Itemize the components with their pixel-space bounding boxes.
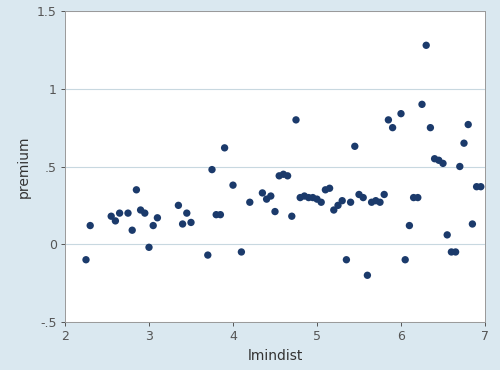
Point [112,218,120,224]
Point [456,164,464,169]
Point [258,190,266,196]
Point [128,227,136,233]
Point [132,187,140,193]
Point [116,210,124,216]
Point [388,125,396,131]
Point [359,195,367,201]
Point [439,161,447,167]
Point [141,210,149,216]
Point [330,207,338,213]
Point [430,156,438,162]
Point [472,184,480,190]
Point [280,171,287,177]
Point [309,195,317,201]
Point [422,42,430,48]
Point [284,173,292,179]
Point [149,223,157,229]
Point [460,140,468,146]
Point [124,210,132,216]
Point [183,210,191,216]
Point [288,213,296,219]
Point [229,182,237,188]
Point [334,202,342,208]
Point [448,249,456,255]
Point [296,195,304,201]
Point [246,199,254,205]
Point [267,193,275,199]
Point [216,212,224,218]
Point [304,195,312,201]
Point [262,196,270,202]
Point [384,117,392,123]
Point [410,195,418,201]
Point [342,257,350,263]
Point [355,192,363,198]
Point [271,209,279,215]
Point [317,199,325,205]
X-axis label: lmindist: lmindist [248,349,302,363]
Point [322,187,330,193]
Point [313,196,321,202]
Point [300,193,308,199]
Point [326,185,334,191]
Point [86,223,94,229]
Point [376,199,384,205]
Point [107,213,115,219]
Point [154,215,162,221]
Point [397,111,405,117]
Point [187,219,195,225]
Point [372,198,380,204]
Point [208,166,216,172]
Point [220,145,228,151]
Y-axis label: premium: premium [17,135,31,198]
Point [82,257,90,263]
Point [443,232,451,238]
Point [338,198,346,204]
Point [292,117,300,123]
Point [351,143,359,149]
Point [477,184,485,190]
Point [275,173,283,179]
Point [145,244,153,250]
Point [136,207,144,213]
Point [464,122,472,128]
Point [401,257,409,263]
Point [406,223,413,229]
Point [174,202,182,208]
Point [238,249,246,255]
Point [368,199,376,205]
Point [364,272,372,278]
Point [418,101,426,107]
Point [212,212,220,218]
Point [178,221,186,227]
Point [204,252,212,258]
Point [414,195,422,201]
Point [435,157,443,163]
Point [346,199,354,205]
Point [380,192,388,198]
Point [426,125,434,131]
Point [468,221,476,227]
Point [452,249,460,255]
